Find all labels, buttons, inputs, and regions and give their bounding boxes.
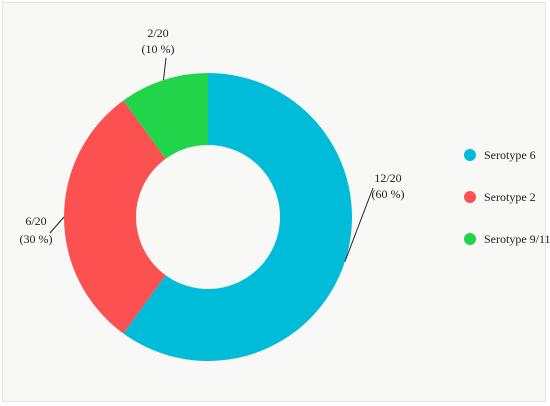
data-label-percent-serotype-6: (60 %) <box>372 187 405 201</box>
data-labels: 12/20 (60 %) 6/20 (30 %) 2/20 (10 %) <box>20 26 405 246</box>
data-label-fraction-serotype-9-11: 2/20 <box>147 26 168 40</box>
legend: Serotype 6 Serotype 2 Serotype 9/11 <box>464 148 550 246</box>
legend-marker-serotype-6 <box>464 149 476 161</box>
legend-label-serotype-9-11: Serotype 9/11 <box>484 232 550 246</box>
slice-serotype-6 <box>123 73 353 361</box>
legend-label-serotype-2: Serotype 2 <box>484 190 536 204</box>
data-label-percent-serotype-9-11: (10 %) <box>142 42 175 56</box>
data-label-fraction-serotype-6: 12/20 <box>374 171 401 185</box>
legend-label-serotype-6: Serotype 6 <box>484 148 536 162</box>
legend-marker-serotype-9-11 <box>464 233 476 245</box>
leader-line-serotype-6 <box>344 187 374 262</box>
leader-line-serotype-9-11 <box>163 57 167 81</box>
data-label-fraction-serotype-2: 6/20 <box>25 214 46 228</box>
slice-serotype-9-11 <box>123 73 208 159</box>
leader-lines <box>49 57 374 262</box>
slice-serotype-2 <box>63 100 166 334</box>
data-label-percent-serotype-2: (30 %) <box>20 232 53 246</box>
donut-slices <box>63 73 353 361</box>
legend-marker-serotype-2 <box>464 191 476 203</box>
leader-line-serotype-2 <box>49 216 65 234</box>
